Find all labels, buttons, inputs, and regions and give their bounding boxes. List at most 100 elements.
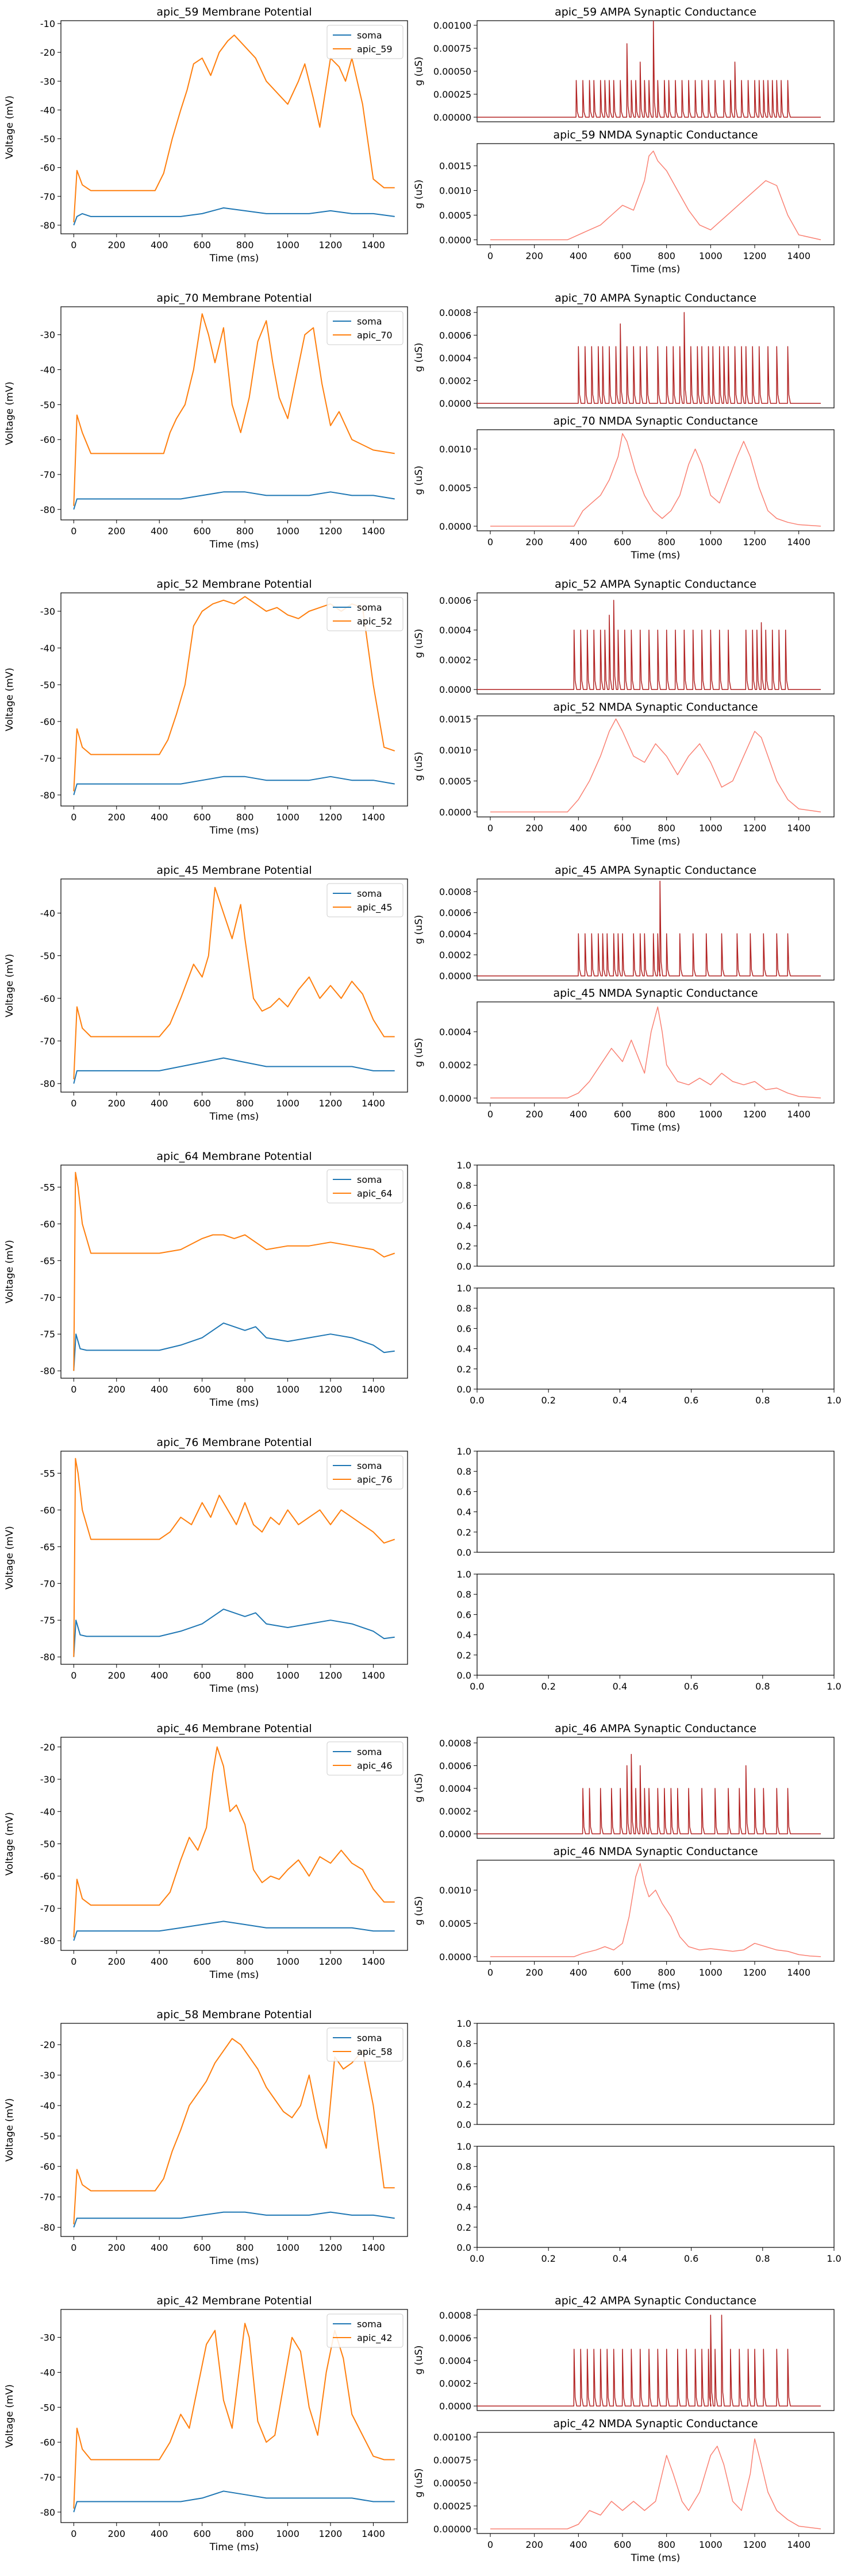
- y-tick-label: 0.0008: [439, 2310, 471, 2321]
- y-tick-label: -70: [40, 1036, 55, 1047]
- x-tick-label: 1000: [699, 537, 723, 547]
- x-axis-label: Time (ms): [209, 1969, 259, 1981]
- x-axis-label: Time (ms): [209, 1111, 259, 1123]
- y-tick-label: 0.2: [457, 2099, 471, 2110]
- subplot-ampa-1: apic_70 AMPA Synaptic Conductance 0.0000 0…: [413, 292, 835, 409]
- x-tick-label: 200: [108, 526, 126, 537]
- axes-frame: [477, 715, 835, 817]
- y-tick-label: 0.8: [457, 2038, 471, 2049]
- x-tick-label: 1200: [319, 812, 343, 823]
- axes-frame: [477, 1287, 835, 1390]
- x-axis-label: Time (ms): [631, 836, 681, 847]
- subplot-ampa-2: apic_52 AMPA Synaptic Conductance 0.0000 0…: [413, 578, 835, 695]
- legend-label: apic_70: [357, 330, 393, 341]
- y-tick-label: -30: [40, 606, 55, 617]
- x-tick-label: 1400: [362, 240, 385, 250]
- ampa-conductance-line: [477, 880, 821, 977]
- series-line-dendrite: [73, 1746, 395, 1938]
- y-tick-label: 0.2: [457, 2222, 471, 2233]
- y-tick-label: 0.6: [457, 2181, 471, 2192]
- x-tick-label: 1000: [276, 1956, 299, 1967]
- x-axis-label: Time (ms): [631, 1122, 681, 1133]
- y-tick-label: -30: [40, 330, 55, 341]
- legend: soma apic_46: [326, 1741, 404, 1776]
- y-tick-label: 0.0004: [439, 1027, 471, 1038]
- series-line-soma: [73, 1609, 395, 1657]
- axes-frame: [477, 1001, 835, 1104]
- x-tick-label: 0.6: [684, 2253, 698, 2264]
- y-tick-label: 0.0006: [439, 2332, 471, 2343]
- x-tick-label: 1400: [362, 812, 385, 823]
- x-tick-label: 0: [487, 1967, 493, 1978]
- y-tick-label: 0.0005: [439, 776, 471, 786]
- nmda-conductance-line: [490, 2438, 821, 2529]
- x-tick-label: 1200: [743, 1109, 767, 1120]
- series-line-dendrite: [73, 313, 395, 506]
- legend-frame: [326, 25, 404, 59]
- x-tick-label: 1200: [319, 526, 343, 537]
- axes-title: apic_59 NMDA Synaptic Conductance: [553, 129, 758, 141]
- legend: soma apic_52: [326, 597, 404, 631]
- axes-title: apic_76 Membrane Potential: [156, 1436, 312, 1449]
- y-tick-label: 0.6: [457, 1323, 471, 1334]
- legend-label: apic_76: [357, 1474, 393, 1486]
- y-tick-label: 0.00025: [433, 89, 471, 100]
- y-tick-label: -80: [40, 1078, 55, 1089]
- series-line-soma: [73, 1921, 395, 1941]
- x-tick-label: 400: [151, 1098, 168, 1109]
- y-axis-label: g (uS): [413, 1896, 425, 1925]
- series-line-dendrite: [73, 2323, 395, 2509]
- y-tick-label: 0.0008: [439, 1738, 471, 1749]
- x-tick-label: 0.2: [541, 1681, 555, 1692]
- y-tick-label: -80: [40, 1652, 55, 1663]
- legend-label: soma: [357, 30, 382, 41]
- x-tick-label: 0.8: [755, 1395, 770, 1406]
- x-tick-label: 600: [193, 1098, 211, 1109]
- axes-frame: [477, 429, 835, 531]
- legend-frame: [326, 2313, 404, 2348]
- x-tick-label: 800: [658, 1967, 675, 1978]
- x-tick-label: 800: [236, 1098, 254, 1109]
- x-tick-label: 400: [151, 1670, 168, 1681]
- y-tick-label: 0.0015: [439, 714, 471, 724]
- x-tick-label: 1000: [699, 2539, 723, 2550]
- axes-frame: [477, 1451, 835, 1553]
- y-tick-label: -40: [40, 1806, 55, 1817]
- axes-title: apic_45 Membrane Potential: [156, 864, 312, 877]
- x-tick-label: 1200: [319, 1670, 343, 1681]
- x-tick-label: 1000: [699, 1109, 723, 1120]
- axes-title: apic_59 AMPA Synaptic Conductance: [555, 6, 756, 18]
- x-tick-label: 800: [236, 2528, 254, 2539]
- subplot-voltage-6: apic_46 Membrane Potential -80 -70 -60 -50 -4…: [4, 1722, 408, 1981]
- axes-title: apic_42 Membrane Potential: [156, 2295, 312, 2307]
- y-tick-label: -70: [40, 2192, 55, 2203]
- y-tick-label: 0.8: [457, 1180, 471, 1191]
- x-tick-label: 800: [658, 823, 675, 834]
- y-tick-label: -80: [40, 2222, 55, 2233]
- subplot-nmda-0: apic_59 NMDA Synaptic Conductance 0.0000 0…: [413, 129, 835, 275]
- axes-title: apic_58 Membrane Potential: [156, 2008, 312, 2021]
- x-tick-label: 1200: [319, 2528, 343, 2539]
- y-tick-label: 0.4: [457, 1507, 471, 1518]
- y-tick-label: -65: [40, 1255, 55, 1266]
- y-axis-label: g (uS): [413, 915, 425, 944]
- axes-title: apic_46 NMDA Synaptic Conductance: [553, 1845, 758, 1858]
- axes-frame: [477, 2146, 835, 2248]
- y-tick-label: 0.0008: [439, 307, 471, 318]
- y-tick-label: -80: [40, 504, 55, 515]
- y-tick-label: 0.0000: [439, 684, 471, 695]
- y-tick-label: -70: [40, 1578, 55, 1589]
- y-tick-label: -55: [40, 1182, 55, 1193]
- x-axis-label: Time (ms): [631, 2552, 681, 2564]
- x-tick-label: 1400: [362, 2242, 385, 2253]
- legend-label: apic_45: [357, 902, 393, 913]
- series-line-dendrite: [73, 1171, 395, 1371]
- y-axis-label: Voltage (mV): [4, 1240, 16, 1304]
- subplot-ampa-3: apic_45 AMPA Synaptic Conductance 0.0000 0…: [413, 864, 835, 982]
- subplot-nmda-3: apic_45 NMDA Synaptic Conductance 0.0000 0…: [413, 987, 835, 1133]
- legend-frame: [326, 2027, 404, 2062]
- y-axis-label: g (uS): [413, 179, 425, 209]
- axes-title: apic_70 Membrane Potential: [156, 292, 312, 304]
- subplot-empty-7: 0.0 0.2 0.4 0.6 0.8 1.0: [457, 2018, 835, 2130]
- y-tick-label: 0.00100: [433, 20, 471, 31]
